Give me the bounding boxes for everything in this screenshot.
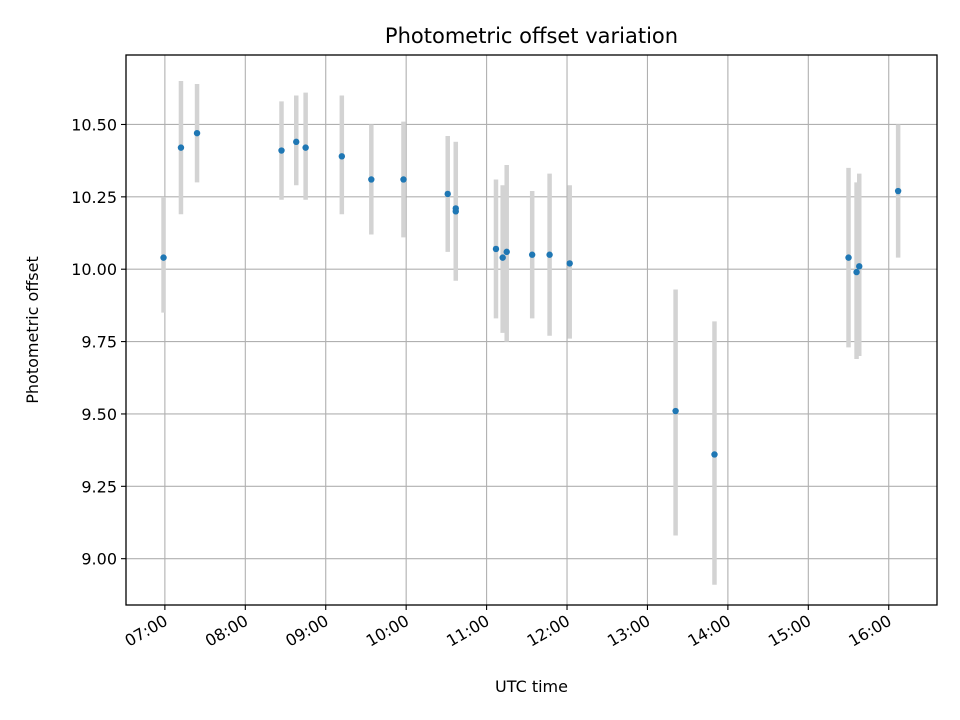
data-point xyxy=(546,251,553,258)
data-point xyxy=(845,254,852,261)
data-point xyxy=(503,248,510,256)
data-point xyxy=(452,208,459,215)
data-point xyxy=(499,254,506,261)
data-point xyxy=(853,268,860,276)
y-tick-label: 9.25 xyxy=(81,477,117,496)
y-tick-label: 10.50 xyxy=(71,115,117,134)
data-point xyxy=(492,245,500,253)
data-point xyxy=(177,144,185,151)
data-points xyxy=(160,129,902,458)
data-point xyxy=(711,451,718,458)
data-point xyxy=(193,129,201,137)
y-tick-label: 9.50 xyxy=(81,405,117,424)
data-point xyxy=(444,190,451,198)
data-point xyxy=(302,144,309,151)
y-axis: 9.00 9.25 9.50 9.75 10.00 10.25 10.50 xyxy=(71,115,126,569)
data-point xyxy=(278,147,285,154)
chart-title: Photometric offset variation xyxy=(385,24,678,48)
data-point xyxy=(368,176,375,183)
y-tick-label: 9.00 xyxy=(81,550,117,569)
data-point xyxy=(894,187,902,195)
x-axis-label: UTC time xyxy=(495,677,568,696)
data-point xyxy=(856,263,863,270)
data-point xyxy=(293,138,300,146)
y-tick-label: 10.00 xyxy=(71,260,117,279)
data-point xyxy=(160,254,167,261)
y-tick-label: 10.25 xyxy=(71,188,117,207)
data-point xyxy=(528,251,536,258)
data-point xyxy=(566,260,573,267)
data-point xyxy=(672,407,679,415)
y-axis-label: Photometric offset xyxy=(23,256,42,404)
plot-frame xyxy=(125,54,938,606)
data-point xyxy=(400,176,407,183)
y-tick-label: 9.75 xyxy=(81,333,117,352)
data-point xyxy=(338,153,346,160)
